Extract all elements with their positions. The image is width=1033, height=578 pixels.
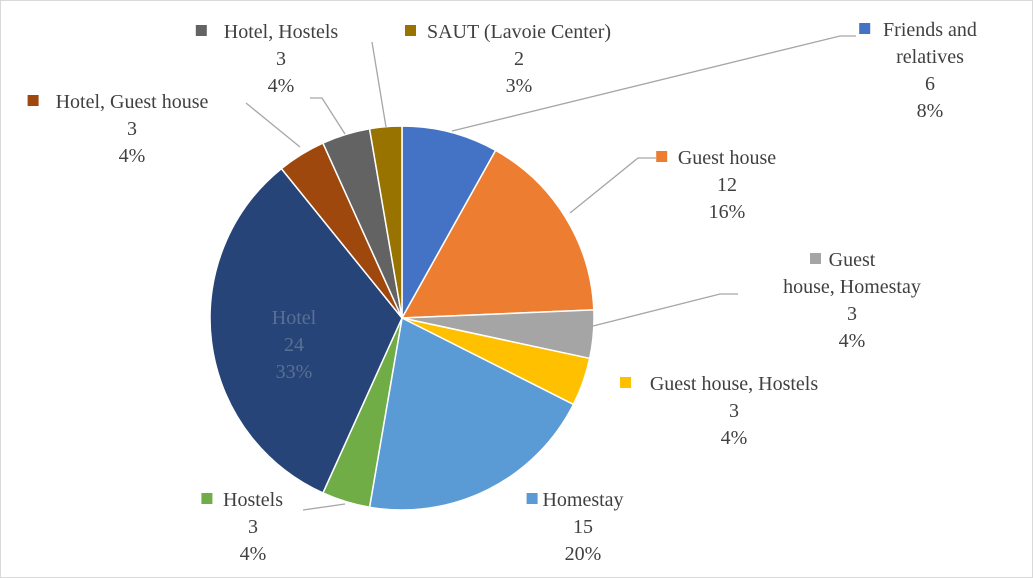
data-label-hotel-guest-house: Hotel, Guest house 3 4% [56, 91, 209, 167]
data-label-percent: 16% [709, 201, 746, 223]
leader-lines [245, 35, 856, 511]
data-label-category: Friends and [883, 19, 977, 41]
legend-key-homestay [526, 493, 538, 504]
leader-line-saut-lavoie-center [371, 41, 387, 128]
data-label-category: Hotel, Guest house [56, 91, 209, 113]
data-label-percent: 3% [506, 75, 533, 97]
data-label-percent: 33% [276, 361, 313, 383]
data-label-category: Guest house [678, 147, 776, 169]
legend-key-guest-house [656, 151, 668, 162]
data-label-hotel: Hotel 24 33% [272, 307, 317, 383]
legend-key-hotel-hostels [195, 25, 207, 36]
leader-line-friends-and-relatives [451, 35, 856, 132]
data-label-category: Hotel, Hostels [224, 21, 339, 43]
data-label-value: 3 [729, 400, 739, 422]
legend-key-guest-house-hostels [620, 377, 631, 388]
pie-slices [209, 125, 595, 511]
pie-slice-guest-house [400, 149, 595, 319]
data-label-guest-house: Guest house 12 16% [678, 147, 776, 223]
data-label-guest-house-hostels: Guest house, Hostels 3 4% [650, 373, 819, 449]
data-label-hostels: Hostels 3 4% [223, 489, 283, 565]
data-label-percent: 8% [917, 100, 944, 122]
data-label-value: 15 [573, 516, 593, 538]
legend-key-guest-house-homestay [810, 253, 821, 264]
data-label-category: SAUT (Lavoie Center) [427, 21, 611, 43]
data-label-hotel-hostels: Hotel, Hostels 3 4% [224, 21, 339, 97]
data-label-category: Hotel [272, 307, 317, 329]
data-label-percent: 4% [240, 543, 267, 565]
pie-slice-friends-and-relatives [401, 125, 497, 321]
legend-key-hotel-guest-house [27, 95, 39, 106]
data-label-percent: 4% [268, 75, 295, 97]
data-label-value: 6 [925, 73, 935, 95]
data-label-value: 3 [276, 48, 286, 70]
data-label-percent: 4% [119, 145, 146, 167]
data-label-value: 12 [717, 174, 737, 196]
data-labels: Friends and relatives 6 8%Guest house 12 16%G… [27, 19, 977, 565]
legend-key-saut-lavoie-center [405, 25, 416, 36]
data-label-value: 3 [127, 118, 137, 140]
data-label-value: 2 [514, 48, 524, 70]
leader-line-hotel-hostels [310, 97, 346, 135]
data-label-percent: 4% [721, 427, 748, 449]
data-label-percent: 4% [839, 330, 866, 352]
data-label-friends-and-relatives: Friends and relatives 6 8% [883, 19, 977, 122]
data-label-category: Homestay [542, 489, 623, 511]
data-label-value: 3 [248, 516, 258, 538]
data-label-category: Guest [829, 249, 876, 271]
data-label-category: house, Homestay [783, 276, 921, 298]
data-label-guest-house-homestay: Guest house, Homestay 3 4% [783, 249, 921, 352]
legend-key-hostels [201, 493, 213, 504]
leader-line-guest-house [569, 157, 656, 214]
data-label-category: relatives [896, 46, 964, 68]
data-label-category: Hostels [223, 489, 283, 511]
legend-key-friends-and-relatives [859, 23, 871, 34]
pie-slice-hotel [209, 167, 403, 494]
data-label-percent: 20% [565, 543, 602, 565]
leader-line-hotel-guest-house [245, 102, 301, 148]
data-label-category: Guest house, Hostels [650, 373, 819, 395]
pie-slice-homestay [368, 316, 575, 511]
data-label-saut-lavoie-center: SAUT (Lavoie Center) 2 3% [427, 21, 611, 97]
data-label-value: 24 [284, 334, 304, 356]
data-label-homestay: Homestay 15 20% [542, 489, 623, 565]
leader-line-guest-house-homestay [592, 293, 738, 327]
leader-line-hostels [302, 503, 346, 511]
data-label-value: 3 [847, 303, 857, 325]
